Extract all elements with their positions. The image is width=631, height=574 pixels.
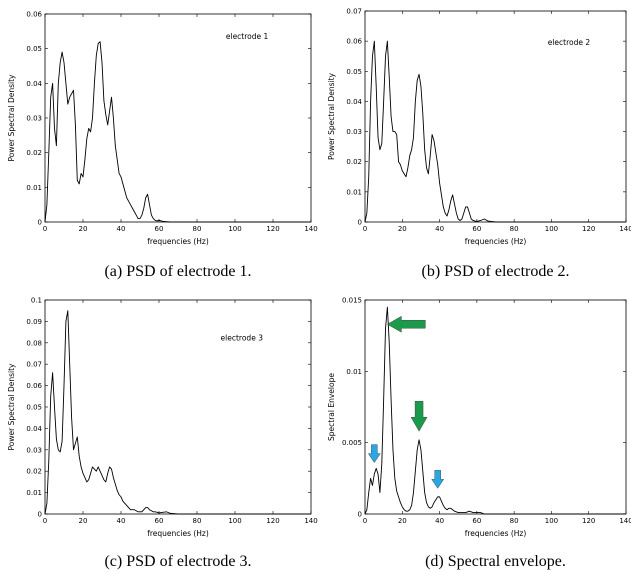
y-tick-label: 0.01 — [26, 489, 42, 497]
y-tick-label: 0.01 — [346, 368, 362, 376]
series-line — [44, 310, 311, 515]
y-tick-label: 0.02 — [346, 158, 362, 166]
y-tick-label: 0.005 — [342, 439, 362, 447]
y-tick-label: 0.02 — [26, 468, 42, 476]
x-tick-label: 20 — [79, 225, 88, 233]
x-axis-label: frequencies (Hz) — [147, 529, 209, 538]
y-tick-label: 0.03 — [346, 128, 362, 136]
series-line — [44, 41, 311, 223]
y-tick-label: 0 — [38, 219, 42, 227]
x-tick-label: 40 — [117, 225, 126, 233]
x-axis-label: frequencies (Hz) — [465, 529, 527, 538]
y-tick-label: 0.06 — [26, 11, 42, 19]
y-tick-label: 0.09 — [26, 318, 42, 326]
y-tick-label: 0.07 — [346, 8, 362, 16]
blue-down-arrow-icon — [431, 470, 445, 489]
subfigure-caption: (b) PSD of electrode 2. — [422, 263, 570, 280]
x-tick-label: 100 — [228, 517, 241, 525]
y-tick-label: 0.01 — [26, 184, 42, 192]
x-tick-label: 20 — [79, 517, 88, 525]
x-tick-label: 80 — [510, 517, 519, 525]
green-left-arrow-icon — [386, 315, 426, 333]
plot-frame — [44, 13, 312, 223]
panel-b-psd-electrode-2: 0 20 40 60 80 100 120 140 0 0.01 0.02 0.03 0.04 0.05 0… — [327, 8, 631, 281]
series-line — [364, 40, 626, 223]
x-axis-label: frequencies (Hz) — [147, 237, 209, 246]
y-axis-label: Power Spectral Density — [7, 74, 16, 161]
y-tick-label: 0.06 — [26, 382, 42, 390]
x-tick-label: 60 — [155, 225, 164, 233]
x-tick-label: 60 — [472, 225, 481, 233]
x-tick-label: 100 — [545, 225, 558, 233]
y-axis-label: Power Spectral Density — [7, 363, 16, 450]
y-tick-label: 0.015 — [342, 297, 362, 305]
x-tick-label: 100 — [545, 517, 558, 525]
x-tick-label: 60 — [472, 517, 481, 525]
panel-c-psd-electrode-3: 0 20 40 60 80 100 120 140 0 0.01 0.02 0.03 0.04 0.05 0… — [7, 297, 318, 571]
subfigure-caption: (d) Spectral envelope. — [425, 553, 566, 570]
y-tick-label: 0.1 — [31, 297, 42, 305]
x-tick-label: 120 — [266, 517, 279, 525]
series-line — [364, 306, 626, 515]
y-axis-label: Spectral Envelope — [327, 373, 336, 441]
plot-frame — [44, 299, 312, 515]
y-tick-label: 0.04 — [26, 425, 42, 433]
x-tick-label: 0 — [43, 517, 47, 525]
panel-d-spectral-envelope: 0 20 40 60 80 100 120 140 0 0.005 0.01 0.015 frequen… — [327, 297, 631, 571]
y-tick-label: 0.08 — [26, 339, 42, 347]
y-tick-label: 0.05 — [26, 45, 42, 53]
x-tick-label: 40 — [435, 225, 444, 233]
x-tick-label: 0 — [363, 517, 367, 525]
panel-a-psd-electrode-1: 0 20 40 60 80 100 120 140 0 0.01 0.02 0.03 0.04 0.05 0… — [7, 11, 318, 281]
x-tick-label: 120 — [582, 517, 595, 525]
x-tick-label: 120 — [582, 225, 595, 233]
y-tick-label: 0.07 — [26, 361, 42, 369]
x-axis-label: frequencies (Hz) — [465, 237, 527, 246]
x-tick-label: 140 — [619, 517, 631, 525]
blue-down-arrow-icon — [367, 444, 381, 464]
plot-frame — [364, 299, 627, 515]
x-tick-label: 80 — [510, 225, 519, 233]
y-tick-label: 0 — [38, 511, 42, 519]
y-tick-label: 0.04 — [26, 80, 42, 88]
y-tick-label: 0.04 — [346, 98, 362, 106]
y-tick-label: 0.06 — [346, 38, 362, 46]
y-tick-label: 0.05 — [26, 404, 42, 412]
subfigure-caption: (a) PSD of electrode 1. — [104, 263, 251, 280]
y-tick-label: 0 — [358, 219, 362, 227]
y-tick-label: 0.05 — [346, 68, 362, 76]
electrode-annotation: electrode 3 — [221, 334, 264, 343]
x-tick-label: 60 — [155, 517, 164, 525]
electrode-annotation: electrode 2 — [548, 38, 591, 47]
x-tick-label: 0 — [363, 225, 367, 233]
y-tick-label: 0.02 — [26, 149, 42, 157]
y-tick-label: 0.03 — [26, 446, 42, 454]
y-axis-label: Power Spectral Density — [327, 72, 336, 159]
x-tick-label: 140 — [304, 517, 317, 525]
y-tick-label: 0.03 — [26, 115, 42, 123]
x-tick-label: 100 — [228, 225, 241, 233]
x-tick-label: 0 — [43, 225, 47, 233]
x-tick-label: 140 — [304, 225, 317, 233]
x-tick-label: 20 — [398, 225, 407, 233]
x-tick-label: 140 — [619, 225, 631, 233]
subfigure-caption: (c) PSD of electrode 3. — [104, 553, 251, 570]
electrode-annotation: electrode 1 — [226, 32, 269, 41]
x-tick-label: 40 — [117, 517, 126, 525]
x-tick-label: 20 — [398, 517, 407, 525]
x-tick-label: 120 — [266, 225, 279, 233]
y-tick-label: 0.01 — [346, 188, 362, 196]
y-tick-label: 0 — [358, 511, 362, 519]
x-tick-label: 80 — [193, 517, 202, 525]
x-tick-label: 80 — [193, 225, 202, 233]
green-down-arrow-icon — [410, 401, 428, 432]
x-tick-label: 40 — [435, 517, 444, 525]
